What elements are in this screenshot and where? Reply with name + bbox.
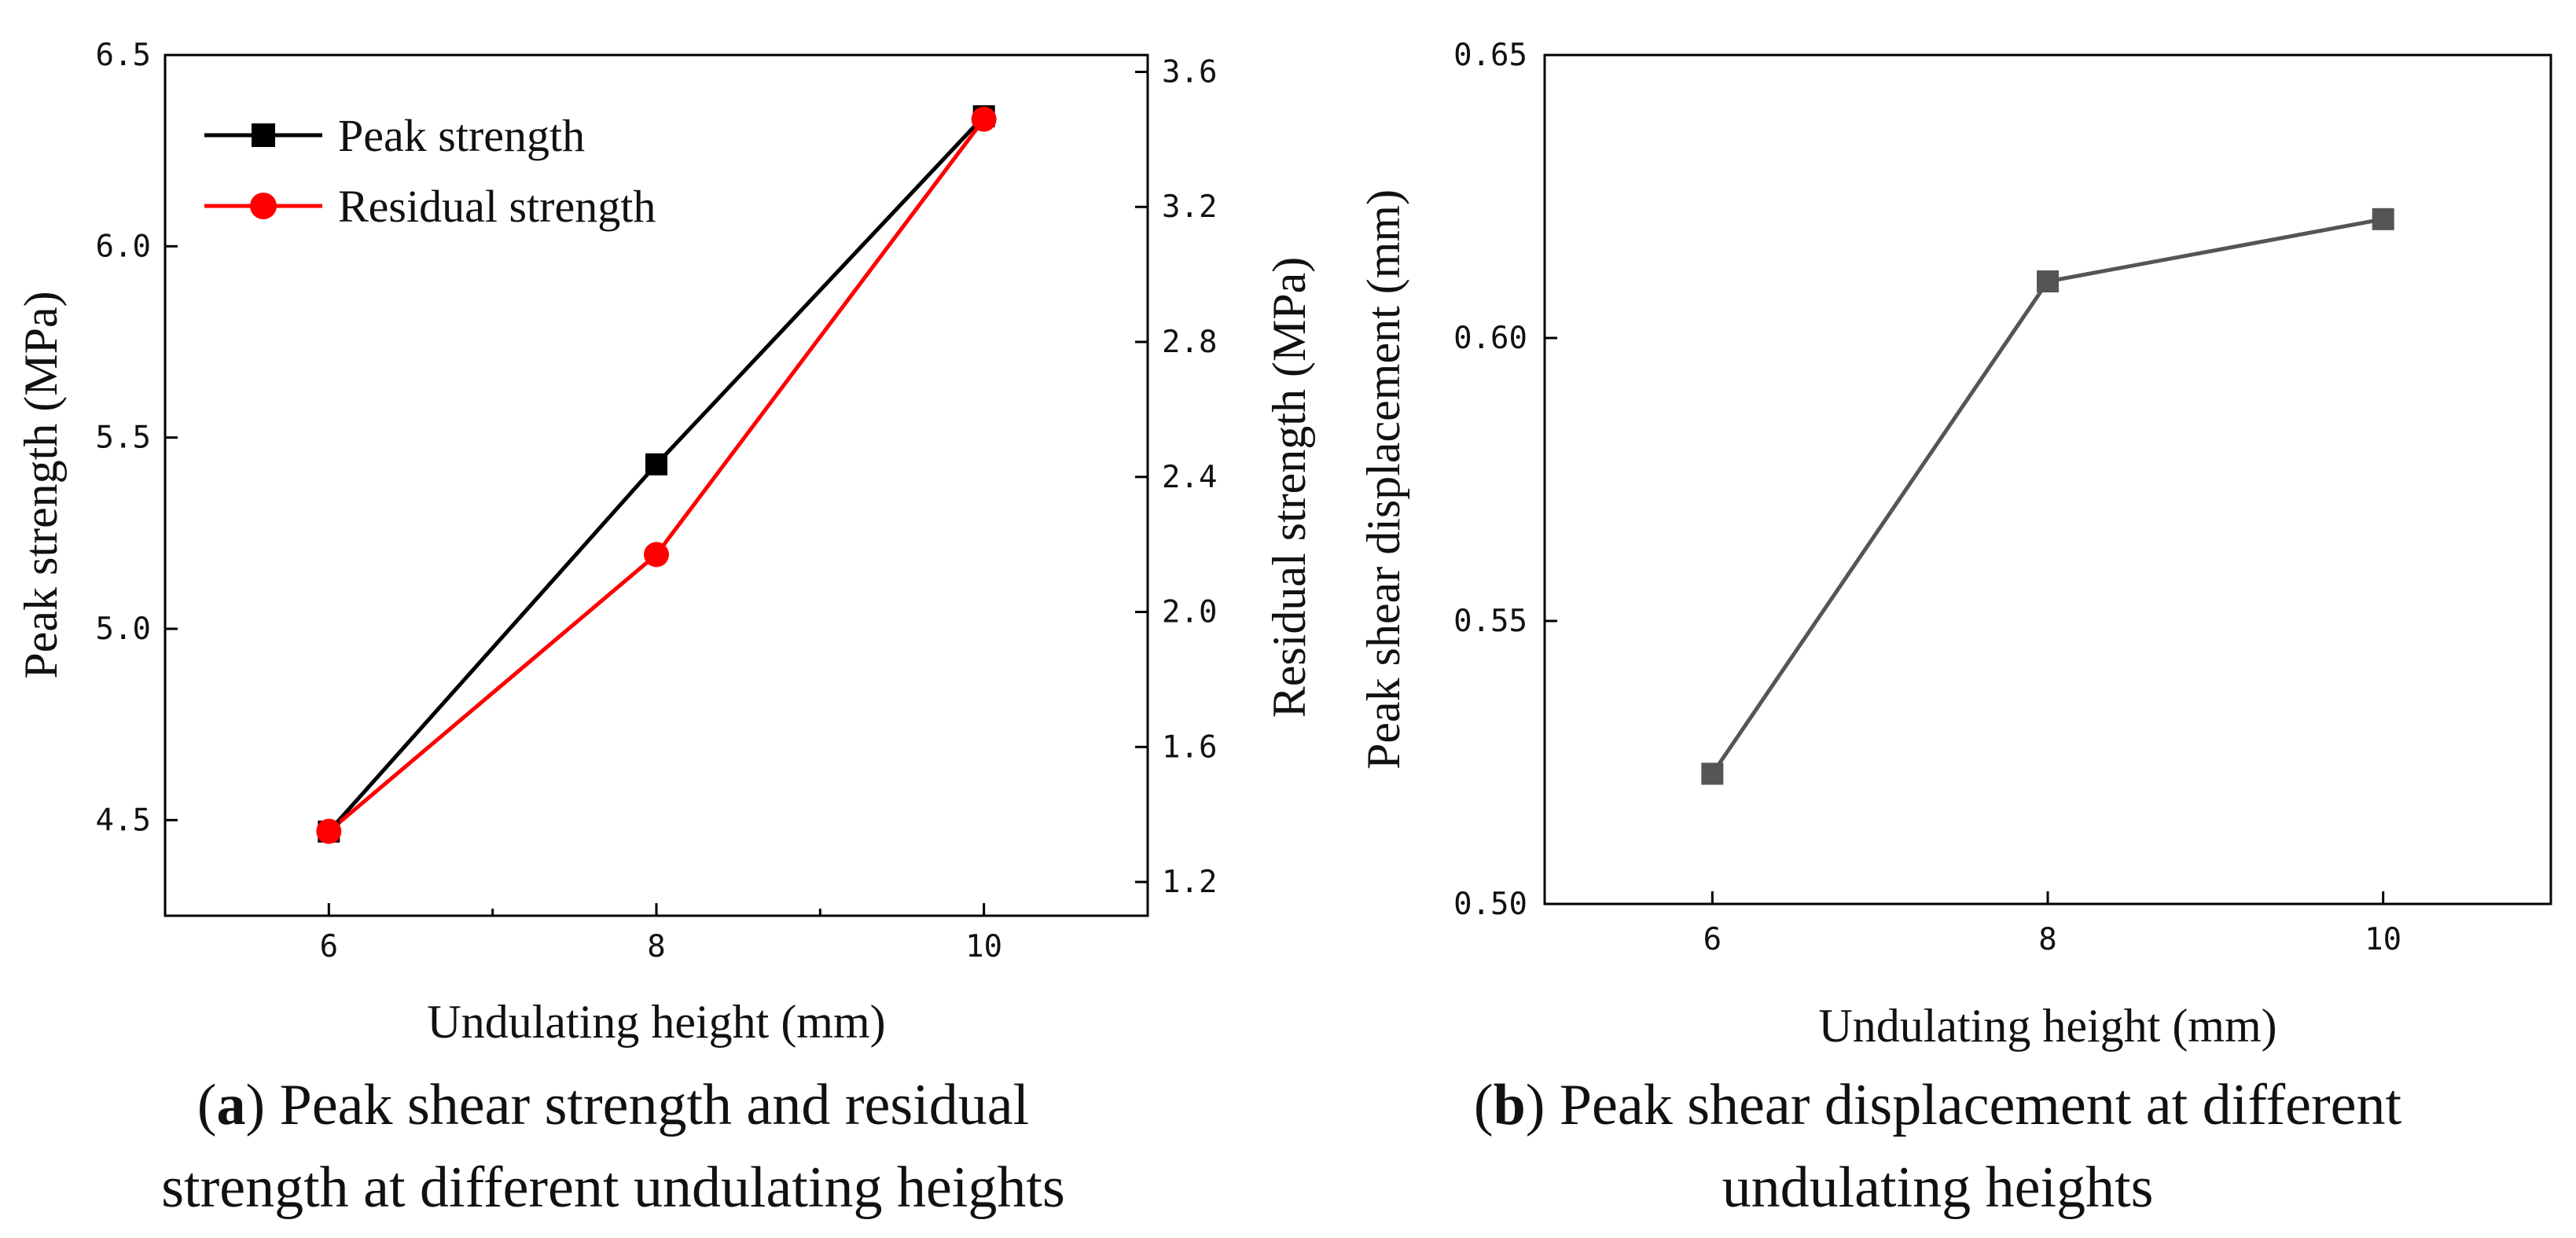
legend-peak-marker: [252, 123, 275, 147]
legend-residual-marker: [250, 193, 277, 219]
panel-b-plot-frame: [1543, 53, 2552, 906]
panel-b-data-point: [2037, 270, 2059, 292]
panel-b-x-tick-label: 10: [2365, 922, 2401, 957]
panel-a-x-tick-label: 8: [647, 929, 665, 964]
panel-a-right-y-tick-label: 1.2: [1162, 865, 1217, 900]
panel-a-caption-text: ) Peak shear strength and residual: [246, 1073, 1030, 1137]
panel-a-caption-label: a: [217, 1073, 246, 1137]
panel-b-caption-line-1: (b) Peak shear displacement at different: [1474, 1073, 2402, 1137]
panel-a-right-y-tick-label: 3.2: [1162, 189, 1217, 225]
panel-a-plot-frame: [164, 53, 1149, 917]
panel-a-left-y-tick-label: 5.0: [96, 612, 151, 647]
panel-b-chart: 6 8 10 0.50 0.55 0.60 0.65 Undulating height (…: [1358, 38, 2552, 1220]
panel-b-x-axis-title: Undulating height (mm): [1818, 1000, 2277, 1052]
panel-b-caption-line-2: undulating heights: [1722, 1155, 2154, 1220]
panel-a-x-axis-title: Undulating height (mm): [427, 996, 885, 1048]
panel-a-residual-point: [644, 542, 669, 568]
panel-a-x-tick-label: 10: [965, 929, 1002, 964]
panel-b-data-point: [1701, 762, 1724, 785]
panel-a-left-y-tick-label: 5.5: [96, 421, 151, 456]
panel-b-data-point: [2372, 208, 2394, 230]
panel-a-left-y-tick-label: 6.0: [96, 229, 151, 264]
legend-residual-label: Residual strength: [338, 181, 656, 232]
legend-peak-label: Peak strength: [338, 110, 585, 161]
panel-a-right-y-tick-label: 2.8: [1162, 325, 1217, 360]
panel-b-y-tick-label: 0.50: [1453, 887, 1527, 922]
panel-a-left-y-tick-label: 6.5: [96, 38, 151, 73]
panel-a-right-y-tick-label: 2.4: [1162, 460, 1217, 495]
panel-b-caption-text: ) Peak shear displacement at different: [1526, 1073, 2402, 1137]
panel-a-residual-point: [971, 106, 997, 132]
panel-a-right-y-tick-label: 3.6: [1162, 54, 1217, 90]
panel-a-right-y-tick-label: 1.6: [1162, 729, 1217, 765]
panel-a-left-axis-title: Peak strength (MPa): [15, 291, 67, 678]
panel-b-y-tick-label: 0.55: [1453, 604, 1527, 639]
panel-a-residual-point: [316, 818, 342, 844]
panel-b-y-axis-title: Peak shear displacement (mm): [1358, 189, 1409, 770]
panel-a-legend: Peak strength Residual strength: [204, 110, 656, 232]
panel-b-x-tick-label: 6: [1703, 922, 1722, 957]
panel-a-right-axis-title: Residual strength (MPa): [1263, 257, 1315, 718]
panel-a-left-y-tick-label: 4.5: [96, 803, 151, 838]
panel-b-y-tick-label: 0.60: [1453, 321, 1527, 356]
panel-a-peak-point: [645, 453, 667, 476]
panel-a-x-tick-label: 6: [320, 929, 338, 964]
panel-b-caption-label: b: [1494, 1073, 1526, 1137]
panel-b-series-line: [1711, 217, 2384, 775]
panel-a-chart: 6 8 10 4.5 5.0 5.5 6.0 6.5 1.2 1.6 2.0 2.4 2.8 3.2 3.6…: [15, 38, 1315, 1220]
panel-b-x-tick-label: 8: [2038, 922, 2056, 957]
panel-b-y-tick-label: 0.65: [1453, 38, 1527, 73]
panel-a-caption-line-2: strength at different undulating heights: [161, 1155, 1065, 1220]
panel-a-caption-line-1: (a) Peak shear strength and residual: [197, 1073, 1029, 1137]
panel-a-right-y-tick-label: 2.0: [1162, 595, 1217, 630]
